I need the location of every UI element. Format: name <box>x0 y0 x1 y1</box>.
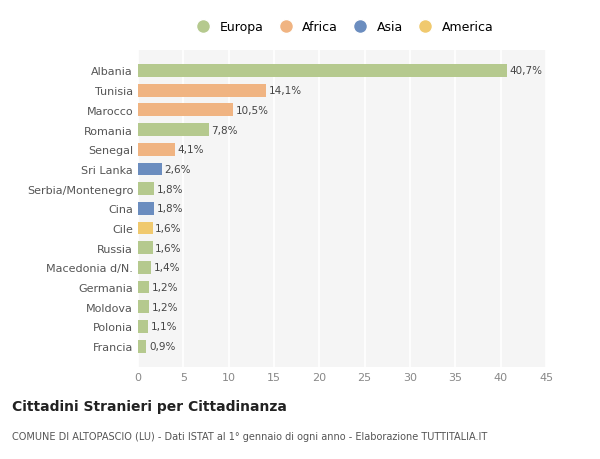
Bar <box>138 262 151 274</box>
Text: 4,1%: 4,1% <box>178 145 205 155</box>
Bar <box>138 281 149 294</box>
Bar <box>138 301 149 313</box>
Bar <box>138 163 161 176</box>
Legend: Europa, Africa, Asia, America: Europa, Africa, Asia, America <box>188 19 496 37</box>
Text: 1,8%: 1,8% <box>157 184 184 194</box>
Text: 1,2%: 1,2% <box>152 282 178 292</box>
Text: 14,1%: 14,1% <box>269 86 302 96</box>
Bar <box>138 104 233 117</box>
Bar <box>138 340 146 353</box>
Bar <box>138 320 148 333</box>
Text: Cittadini Stranieri per Cittadinanza: Cittadini Stranieri per Cittadinanza <box>12 399 287 413</box>
Text: 1,4%: 1,4% <box>154 263 180 273</box>
Bar <box>138 65 507 78</box>
Text: 1,6%: 1,6% <box>155 243 182 253</box>
Bar <box>138 242 152 255</box>
Bar <box>138 124 209 137</box>
Bar <box>138 144 175 156</box>
Text: 1,8%: 1,8% <box>157 204 184 214</box>
Text: 40,7%: 40,7% <box>510 66 543 76</box>
Bar <box>138 222 152 235</box>
Bar <box>138 183 154 196</box>
Text: 1,6%: 1,6% <box>155 224 182 234</box>
Bar <box>138 84 266 97</box>
Text: 1,1%: 1,1% <box>151 322 177 332</box>
Text: 2,6%: 2,6% <box>164 164 191 174</box>
Text: COMUNE DI ALTOPASCIO (LU) - Dati ISTAT al 1° gennaio di ogni anno - Elaborazione: COMUNE DI ALTOPASCIO (LU) - Dati ISTAT a… <box>12 431 487 442</box>
Text: 0,9%: 0,9% <box>149 341 175 352</box>
Text: 7,8%: 7,8% <box>211 125 238 135</box>
Text: 10,5%: 10,5% <box>236 106 269 116</box>
Text: 1,2%: 1,2% <box>152 302 178 312</box>
Bar <box>138 202 154 215</box>
